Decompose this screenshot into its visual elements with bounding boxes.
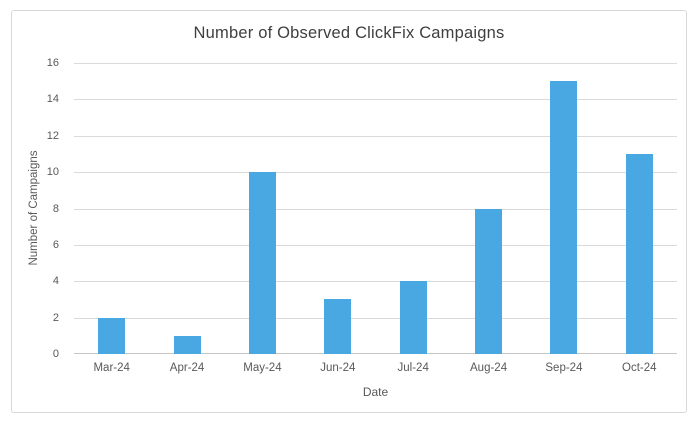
bar-slot [225,63,300,354]
gridline [74,208,677,210]
x-axis-tick-labels: Mar-24 Apr-24 May-24 Jun-24 Jul-24 Aug-24 Sep-… [74,362,677,374]
gridline [74,99,677,101]
y-tick-label: 14 [46,93,59,106]
gridlines [74,63,677,354]
plot-area [74,63,677,354]
bar-aug-24 [475,208,503,354]
gridline [74,317,677,319]
y-tick-label: 10 [46,166,59,179]
x-tick-label: Sep-24 [545,362,583,374]
gridline [74,135,677,137]
bar-slot [376,63,451,354]
bar-mar-24 [98,317,126,354]
y-tick-label: 2 [52,311,59,324]
bar-jun-24 [324,299,352,354]
bar-slot [300,63,375,354]
y-tick-label: 4 [52,275,59,288]
bar-series [74,63,677,354]
x-axis-line [74,353,677,354]
bar-slot [74,63,149,354]
bar-jul-24 [399,281,427,354]
chart-title: Number of Observed ClickFix Campaigns [193,24,505,42]
gridline [74,281,677,283]
chart-frame: Number of Observed ClickFix Campaigns Nu… [11,10,687,413]
y-tick-label: 6 [52,238,59,251]
x-tick-label: Mar-24 [93,362,130,374]
gridline [74,63,677,64]
bar-oct-24 [625,153,653,354]
x-tick-label: Aug-24 [470,362,508,374]
bar-slot [526,63,601,354]
x-tick-label: May-24 [243,362,282,374]
y-axis-tick-labels: 0 2 4 6 8 10 12 14 16 [12,57,66,360]
gridline [74,244,677,246]
bar-slot [451,63,526,354]
x-axis-title: Date [362,385,389,399]
y-tick-label: 0 [52,348,59,360]
bar-slot [149,63,224,354]
bar-may-24 [248,172,276,354]
x-tick-label: Apr-24 [169,362,205,374]
x-tick-label: Jul-24 [397,362,429,374]
y-tick-label: 8 [52,202,59,215]
y-tick-label: 16 [46,57,59,69]
y-tick-label: 12 [46,129,59,142]
x-tick-label: Jun-24 [320,362,356,374]
gridline [74,172,677,174]
bar-apr-24 [173,335,201,354]
x-tick-label: Oct-24 [622,362,657,374]
bar-slot [602,63,677,354]
bar-sep-24 [550,81,578,354]
